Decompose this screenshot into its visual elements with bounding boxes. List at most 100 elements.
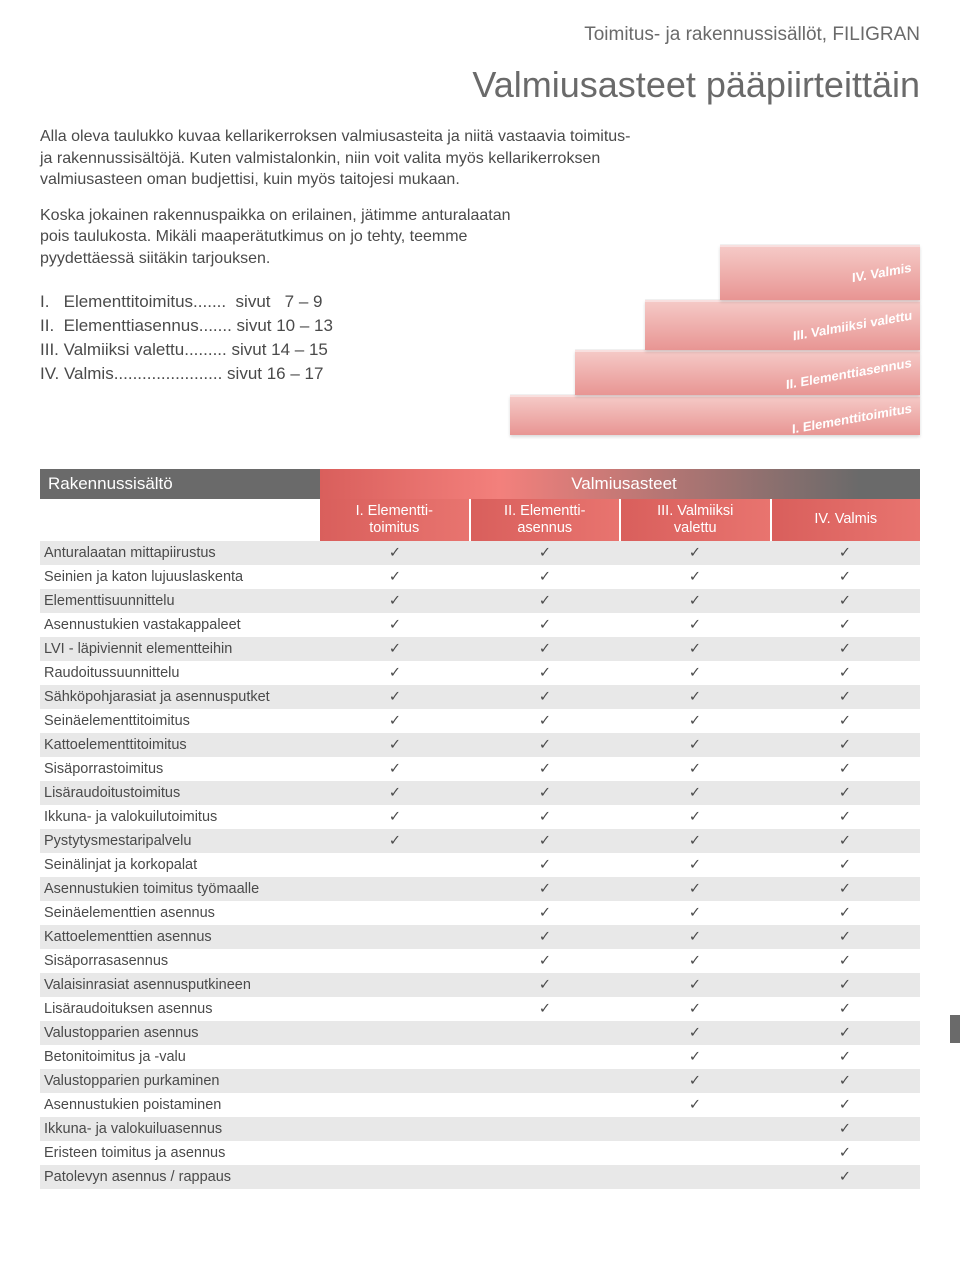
check-cell: ✓ [470, 637, 620, 661]
check-cell: ✓ [770, 661, 920, 685]
table-row: Ikkuna- ja valokuiluasennus✓ [40, 1117, 920, 1141]
check-cell: ✓ [470, 949, 620, 973]
check-cell: ✓ [470, 973, 620, 997]
check-cell: ✓ [620, 685, 770, 709]
check-cell: ✓ [620, 589, 770, 613]
check-cell: ✓ [470, 781, 620, 805]
stair-step: III. Valmiiksi valettu [645, 300, 920, 350]
check-cell: ✓ [770, 565, 920, 589]
row-label: Seinäelementtitoimitus [40, 709, 320, 733]
row-label: Lisäraudoituksen asennus [40, 997, 320, 1021]
check-cell: ✓ [620, 733, 770, 757]
check-cell [320, 1093, 470, 1117]
check-cell: ✓ [770, 1141, 920, 1165]
row-label: Seinälinjat ja korkopalat [40, 853, 320, 877]
intro-paragraph-2: Koska jokainen rakennuspaikka on erilain… [40, 205, 520, 270]
check-cell [470, 1021, 620, 1045]
check-cell: ✓ [320, 541, 470, 565]
check-cell: ✓ [320, 805, 470, 829]
stair-step-label: IV. Valmis [852, 260, 912, 285]
table-row: Betonitoimitus ja -valu✓✓ [40, 1045, 920, 1069]
table-row: Lisäraudoitustoimitus✓✓✓✓ [40, 781, 920, 805]
check-cell: ✓ [470, 805, 620, 829]
row-label: Patolevyn asennus / rappaus [40, 1165, 320, 1189]
check-cell: ✓ [620, 757, 770, 781]
check-cell [320, 973, 470, 997]
check-cell: ✓ [470, 709, 620, 733]
table-row: LVI - läpiviennit elementteihin✓✓✓✓ [40, 637, 920, 661]
table-row: Raudoitussuunnittelu✓✓✓✓ [40, 661, 920, 685]
check-cell: ✓ [620, 925, 770, 949]
toc-item: II. Elementtiasennus....... sivut 10 – 1… [40, 316, 520, 336]
check-cell [320, 1117, 470, 1141]
check-cell: ✓ [470, 565, 620, 589]
row-label: Valustopparien asennus [40, 1021, 320, 1045]
check-cell [320, 853, 470, 877]
toc-list: I. Elementtitoimitus....... sivut 7 – 9 … [40, 292, 520, 384]
row-label: Asennustukien toimitus työmaalle [40, 877, 320, 901]
check-cell: ✓ [620, 877, 770, 901]
breadcrumb-header: Toimitus- ja rakennussisällöt, FILIGRAN [40, 24, 920, 46]
check-cell: ✓ [620, 949, 770, 973]
check-cell: ✓ [770, 829, 920, 853]
check-cell [320, 949, 470, 973]
check-cell: ✓ [320, 733, 470, 757]
check-cell: ✓ [620, 1069, 770, 1093]
table-row: Lisäraudoituksen asennus✓✓✓ [40, 997, 920, 1021]
table-row: Pystytysmestaripalvelu✓✓✓✓ [40, 829, 920, 853]
check-cell [620, 1165, 770, 1189]
check-cell: ✓ [470, 853, 620, 877]
check-cell: ✓ [620, 973, 770, 997]
check-cell: ✓ [470, 997, 620, 1021]
check-cell: ✓ [770, 1069, 920, 1093]
table-row: Valaisinrasiat asennusputkineen✓✓✓ [40, 973, 920, 997]
check-cell [470, 1141, 620, 1165]
check-cell: ✓ [770, 709, 920, 733]
row-label: Anturalaatan mittapiirustus [40, 541, 320, 565]
table-row: Seinäelementtitoimitus✓✓✓✓ [40, 709, 920, 733]
check-cell [320, 1045, 470, 1069]
toc-item: III. Valmiiksi valettu......... sivut 14… [40, 340, 520, 360]
row-label: Raudoitussuunnittelu [40, 661, 320, 685]
row-label: Sisäporrasasennus [40, 949, 320, 973]
table-row: Seinien ja katon lujuuslaskenta✓✓✓✓ [40, 565, 920, 589]
check-cell: ✓ [620, 997, 770, 1021]
check-cell: ✓ [770, 733, 920, 757]
row-label: Valustopparien purkaminen [40, 1069, 320, 1093]
table-row: Asennustukien poistaminen✓✓ [40, 1093, 920, 1117]
check-cell: ✓ [620, 709, 770, 733]
stair-step: I. Elementtitoimitus [510, 395, 920, 435]
stairs-infographic: I. ElementtitoimitusII. Elementtiasennus… [510, 225, 920, 435]
check-cell [320, 901, 470, 925]
table-row: Kattoelementtien asennus✓✓✓ [40, 925, 920, 949]
check-cell: ✓ [470, 541, 620, 565]
check-cell: ✓ [320, 637, 470, 661]
check-cell [320, 1141, 470, 1165]
table-row: Sähköpohjarasiat ja asennusputket✓✓✓✓ [40, 685, 920, 709]
row-label: Betonitoimitus ja -valu [40, 1045, 320, 1069]
check-cell: ✓ [470, 733, 620, 757]
row-label: Ikkuna- ja valokuilutoimitus [40, 805, 320, 829]
check-cell: ✓ [320, 661, 470, 685]
table-row: Kattoelementtitoimitus✓✓✓✓ [40, 733, 920, 757]
toc-item: I. Elementtitoimitus....... sivut 7 – 9 [40, 292, 520, 312]
table-row: Anturalaatan mittapiirustus✓✓✓✓ [40, 541, 920, 565]
check-cell: ✓ [770, 637, 920, 661]
table-row: Valustopparien asennus✓✓ [40, 1021, 920, 1045]
row-label: Pystytysmestaripalvelu [40, 829, 320, 853]
check-cell: ✓ [770, 781, 920, 805]
row-label: Eristeen toimitus ja asennus [40, 1141, 320, 1165]
row-label: Sisäporrastoimitus [40, 757, 320, 781]
check-cell: ✓ [620, 541, 770, 565]
stair-step: IV. Valmis [720, 245, 920, 300]
check-cell: ✓ [470, 685, 620, 709]
check-cell [470, 1117, 620, 1141]
check-cell: ✓ [620, 853, 770, 877]
check-cell: ✓ [320, 709, 470, 733]
check-cell: ✓ [620, 1045, 770, 1069]
check-cell [320, 1021, 470, 1045]
row-label: Sähköpohjarasiat ja asennusputket [40, 685, 320, 709]
table-row: Eristeen toimitus ja asennus ✓ [40, 1141, 920, 1165]
check-cell [470, 1069, 620, 1093]
page-number: 3 [950, 1015, 960, 1043]
